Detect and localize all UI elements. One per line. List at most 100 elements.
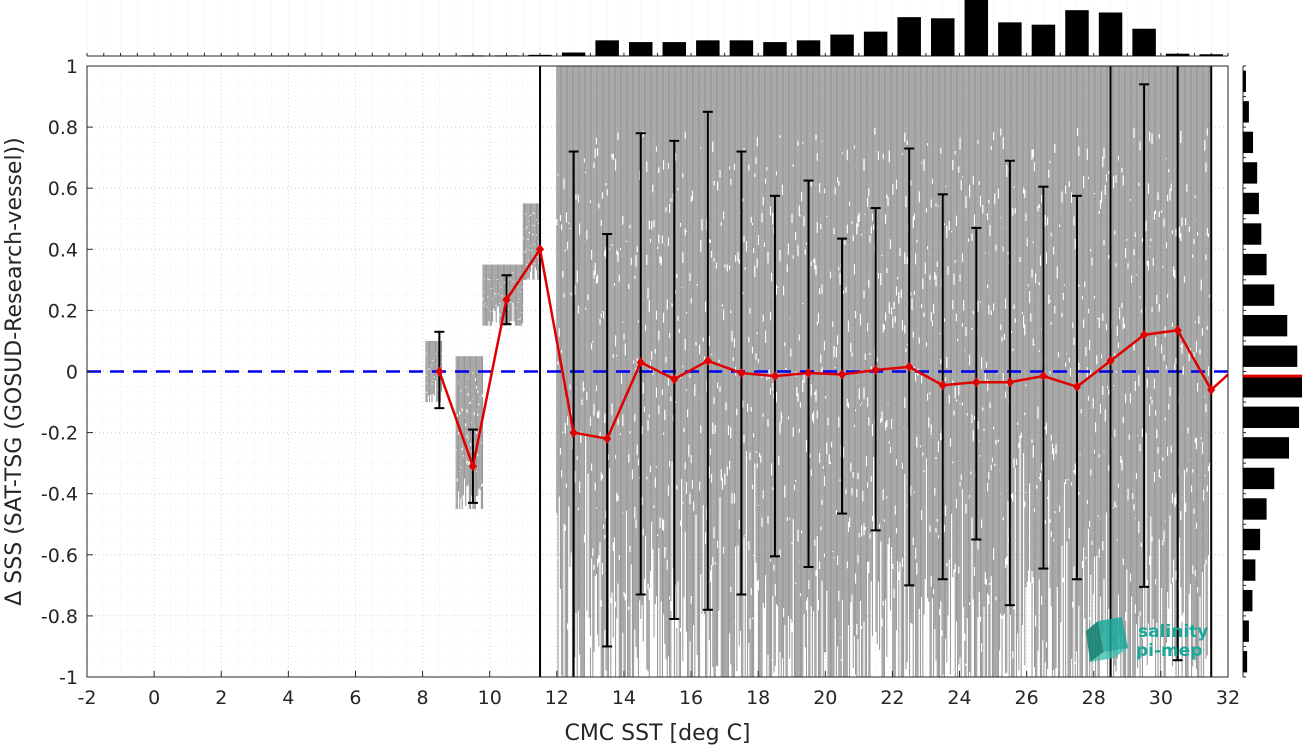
mean-point bbox=[435, 366, 444, 377]
right-histogram-bar bbox=[1243, 620, 1249, 642]
y-tick-label: -0.2 bbox=[41, 423, 78, 445]
mean-series bbox=[435, 244, 1229, 472]
mean-point bbox=[1005, 377, 1014, 388]
x-tick-label: 2 bbox=[215, 687, 227, 709]
mean-point bbox=[905, 361, 914, 372]
mean-point bbox=[737, 368, 746, 379]
top-histogram-bar bbox=[763, 42, 787, 56]
mean-point bbox=[804, 368, 813, 379]
right-histogram-bar bbox=[1243, 498, 1267, 520]
top-histogram-bar bbox=[964, 0, 989, 56]
right-histogram-bar bbox=[1243, 528, 1261, 551]
cube-icon bbox=[1086, 617, 1128, 662]
x-tick-label: -2 bbox=[78, 687, 97, 709]
top-histogram-bar bbox=[1031, 24, 1056, 56]
x-tick-label: 30 bbox=[1149, 687, 1173, 709]
y-tick-label: 1 bbox=[66, 56, 78, 78]
top-histogram-bar bbox=[595, 40, 619, 56]
right-histogram-bar bbox=[1243, 70, 1246, 92]
x-tick-label: 14 bbox=[612, 687, 636, 709]
right-histogram-bar bbox=[1243, 101, 1249, 123]
top-histogram-bar bbox=[662, 42, 687, 56]
x-tick-label: 32 bbox=[1216, 687, 1240, 709]
right-histogram-bar bbox=[1243, 651, 1248, 673]
mean-point bbox=[1140, 329, 1149, 340]
mean-point bbox=[838, 369, 847, 380]
right-histogram-bar bbox=[1243, 437, 1290, 459]
x-tick-label: 12 bbox=[545, 687, 569, 709]
right-histogram-bar bbox=[1243, 589, 1253, 612]
right-histogram-bar bbox=[1243, 131, 1254, 154]
y-tick-label: 0 bbox=[66, 362, 78, 384]
top-histogram-bar bbox=[863, 31, 888, 56]
top-histogram-bar bbox=[561, 52, 586, 56]
mean-point bbox=[1173, 325, 1182, 336]
y-tick-label: 0.2 bbox=[48, 300, 78, 322]
right-histogram bbox=[1242, 65, 1302, 678]
x-tick-label: 18 bbox=[746, 687, 770, 709]
y-tick-label: -0.4 bbox=[41, 484, 78, 506]
salinity-pi-mep-logo: salinity pi-mep bbox=[1086, 617, 1208, 662]
y-axis-label: Δ SSS (SAT-TSG (GOSUD-Research-vessel)) bbox=[2, 137, 27, 605]
top-histogram bbox=[86, 0, 1229, 57]
y-tick-label: -1 bbox=[59, 667, 78, 689]
logo-text-line2: pi-mep bbox=[1136, 641, 1202, 661]
mean-point bbox=[703, 355, 712, 366]
mean-point bbox=[1039, 371, 1048, 382]
right-histogram-bar bbox=[1243, 192, 1259, 215]
right-histogram-bar bbox=[1243, 314, 1288, 337]
top-histogram-bar bbox=[628, 42, 653, 56]
mean-point bbox=[502, 294, 511, 305]
top-histogram-bar bbox=[796, 40, 821, 56]
x-tick-label: 8 bbox=[417, 687, 429, 709]
mean-point bbox=[972, 377, 981, 388]
mean-point bbox=[468, 461, 477, 472]
x-tick-label: 10 bbox=[478, 687, 502, 709]
top-histogram-bar bbox=[1132, 28, 1156, 56]
top-histogram-bar bbox=[897, 17, 921, 56]
x-tick-label: 24 bbox=[947, 687, 971, 709]
right-histogram-bar bbox=[1243, 284, 1275, 306]
mean-point bbox=[770, 371, 779, 382]
right-histogram-bar bbox=[1243, 162, 1258, 184]
top-histogram-bar bbox=[729, 40, 754, 56]
top-histogram-bar bbox=[461, 55, 485, 57]
y-tick-label: 0.4 bbox=[48, 239, 78, 261]
logo-text-line1: salinity bbox=[1138, 622, 1208, 642]
top-histogram-bar bbox=[1199, 54, 1223, 56]
main-plot-area: -2 0 2 4 6 8 10 12 14 16 18 20 22 24 26 28 30 32 10.80.60… bbox=[41, 56, 1240, 709]
x-tick-label: 16 bbox=[679, 687, 703, 709]
top-histogram-bar bbox=[931, 18, 955, 56]
y-tick-label: 0.8 bbox=[48, 117, 78, 139]
right-histogram-bar bbox=[1243, 467, 1275, 490]
top-histogram-bar bbox=[1098, 12, 1123, 56]
mean-point bbox=[938, 380, 947, 391]
x-axis-label: CMC SST [deg C] bbox=[564, 721, 750, 746]
top-histogram-bar bbox=[528, 54, 552, 56]
right-histogram-bar bbox=[1243, 345, 1298, 367]
right-histogram-bar bbox=[1243, 223, 1262, 245]
x-tick-label: 4 bbox=[282, 687, 294, 709]
mean-point bbox=[1072, 381, 1081, 392]
x-tick-label: 0 bbox=[148, 687, 160, 709]
mean-point bbox=[1106, 355, 1115, 366]
right-histogram-bar bbox=[1243, 559, 1256, 581]
right-histogram-bar bbox=[1243, 253, 1267, 276]
x-tick-label: 22 bbox=[880, 687, 904, 709]
y-axis-ticks: 1 0.8 0.6 0.4 0.2 0 -0.2 -0.4 -0.6 -0.8 -1 bbox=[41, 56, 93, 689]
top-histogram-bar bbox=[998, 22, 1022, 56]
x-tick-label: 26 bbox=[1015, 687, 1039, 709]
top-histogram-bar bbox=[1165, 53, 1190, 56]
right-histogram-bar bbox=[1243, 406, 1300, 429]
mean-point bbox=[636, 357, 645, 368]
y-tick-label: -0.8 bbox=[41, 606, 78, 628]
x-axis-ticks: -2 0 2 4 6 8 10 12 14 16 18 20 22 24 26 28 30 32 bbox=[78, 671, 1240, 709]
mean-point bbox=[603, 433, 612, 444]
x-tick-label: 6 bbox=[349, 687, 361, 709]
mean-point bbox=[536, 244, 545, 255]
mean-point bbox=[569, 427, 578, 438]
top-histogram-bar bbox=[494, 55, 519, 57]
x-tick-label: 28 bbox=[1082, 687, 1106, 709]
y-tick-label: -0.6 bbox=[41, 545, 78, 567]
